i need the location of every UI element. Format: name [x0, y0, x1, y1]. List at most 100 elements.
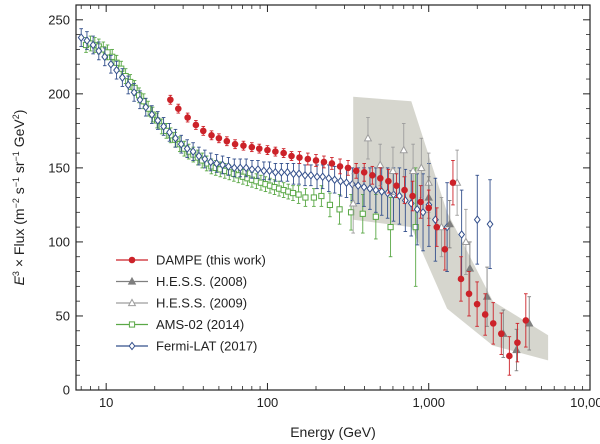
- data-point: [242, 163, 250, 173]
- data-point: [425, 204, 433, 212]
- x-axis: 10 100 1,000 10,000: [80, 5, 600, 410]
- data-point: [107, 59, 115, 69]
- legend-label: Fermi-LAT (2017): [156, 339, 257, 354]
- legend-item: Fermi-LAT (2017): [116, 339, 257, 354]
- data-point: [225, 161, 232, 171]
- data-point: [401, 186, 408, 194]
- data-point: [215, 134, 223, 142]
- y-axis: 0 50 100 150 200 250: [48, 12, 590, 398]
- data-point: [412, 224, 419, 231]
- data-point: [378, 187, 386, 196]
- data-point: [266, 166, 273, 176]
- legend-item: DAMPE (this work): [116, 253, 266, 268]
- data-point: [148, 110, 156, 119]
- data-point: [136, 95, 144, 105]
- data-point: [174, 105, 182, 112]
- data-point: [301, 170, 309, 180]
- data-point: [360, 169, 368, 176]
- data-point: [280, 149, 287, 157]
- data-point: [419, 207, 427, 217]
- data-point: [207, 157, 215, 167]
- data-point: [199, 127, 207, 135]
- legend-marker: [128, 321, 136, 328]
- data-point: [336, 206, 343, 213]
- legend-marker: [127, 276, 137, 285]
- data-point: [366, 184, 374, 194]
- data-point: [312, 157, 320, 164]
- data-point: [320, 158, 328, 166]
- data-point: [289, 189, 297, 197]
- legend-label: H.E.S.S. (2009): [156, 296, 247, 311]
- data-point: [208, 132, 215, 139]
- data-point: [449, 179, 457, 186]
- data-point: [363, 133, 373, 142]
- data-point: [296, 154, 303, 161]
- data-point: [201, 154, 209, 164]
- data-point: [290, 169, 297, 179]
- hess-2009-systematic-band: [353, 96, 549, 361]
- data-point: [295, 169, 303, 179]
- data-point: [328, 160, 336, 167]
- data-point: [489, 320, 497, 327]
- data-point: [348, 198, 358, 207]
- data-point: [318, 192, 325, 200]
- data-point: [184, 114, 191, 121]
- legend-marker: [128, 341, 136, 351]
- data-point: [348, 179, 356, 189]
- data-point: [313, 172, 321, 182]
- data-point: [359, 210, 366, 217]
- data-point: [95, 46, 103, 56]
- data-point: [240, 142, 247, 149]
- data-point: [142, 102, 150, 112]
- data-point: [248, 143, 256, 151]
- data-point: [177, 139, 185, 149]
- data-point: [481, 311, 489, 318]
- data-point: [473, 300, 481, 308]
- y-title-close: ): [11, 110, 27, 115]
- y-title-sr-exp: −1: [11, 151, 21, 161]
- y-tick-label: 250: [48, 12, 70, 27]
- data-point: [417, 163, 426, 171]
- data-point: [271, 167, 279, 177]
- y-tick-label: 200: [48, 86, 70, 101]
- data-point: [130, 87, 138, 97]
- data-point: [310, 194, 317, 201]
- data-point: [337, 176, 344, 186]
- legend: DAMPE (this work) H.E.S.S. (2008) H.E.S.S.…: [116, 253, 266, 354]
- x-tick-label: 10,000: [570, 395, 600, 410]
- x-tick-label: 1,000: [412, 395, 445, 410]
- series-2: [348, 117, 471, 275]
- data-point: [236, 163, 244, 173]
- data-point: [433, 223, 441, 231]
- data-point: [486, 219, 494, 229]
- data-point: [223, 137, 231, 145]
- data-point: [230, 163, 238, 173]
- y-tick-label: 100: [48, 234, 70, 249]
- data-point: [458, 230, 466, 239]
- data-point: [441, 246, 449, 253]
- data-point: [431, 215, 439, 225]
- data-point: [307, 170, 315, 180]
- y-title-s-exp: −1: [11, 177, 21, 187]
- data-point: [255, 145, 263, 152]
- x-axis-title: Energy (GeV): [290, 424, 376, 440]
- y-title-e: E: [11, 275, 27, 285]
- y-tick-label: 0: [63, 383, 70, 398]
- data-point: [512, 345, 521, 354]
- legend-marker: [127, 298, 137, 307]
- data-point: [369, 171, 376, 179]
- data-point: [445, 219, 454, 228]
- data-point: [189, 147, 197, 157]
- x-tick-label: 100: [257, 395, 279, 410]
- data-point: [101, 52, 109, 62]
- x-tick-label: 10: [99, 395, 113, 410]
- data-point: [497, 330, 505, 338]
- y-tick-label: 50: [56, 308, 70, 323]
- data-point: [304, 155, 312, 163]
- y-title-s: s: [11, 187, 27, 198]
- data-point: [522, 317, 530, 324]
- data-point: [457, 275, 465, 283]
- data-point: [192, 121, 200, 129]
- data-point: [113, 65, 121, 75]
- y-title-sr: sr: [11, 161, 27, 177]
